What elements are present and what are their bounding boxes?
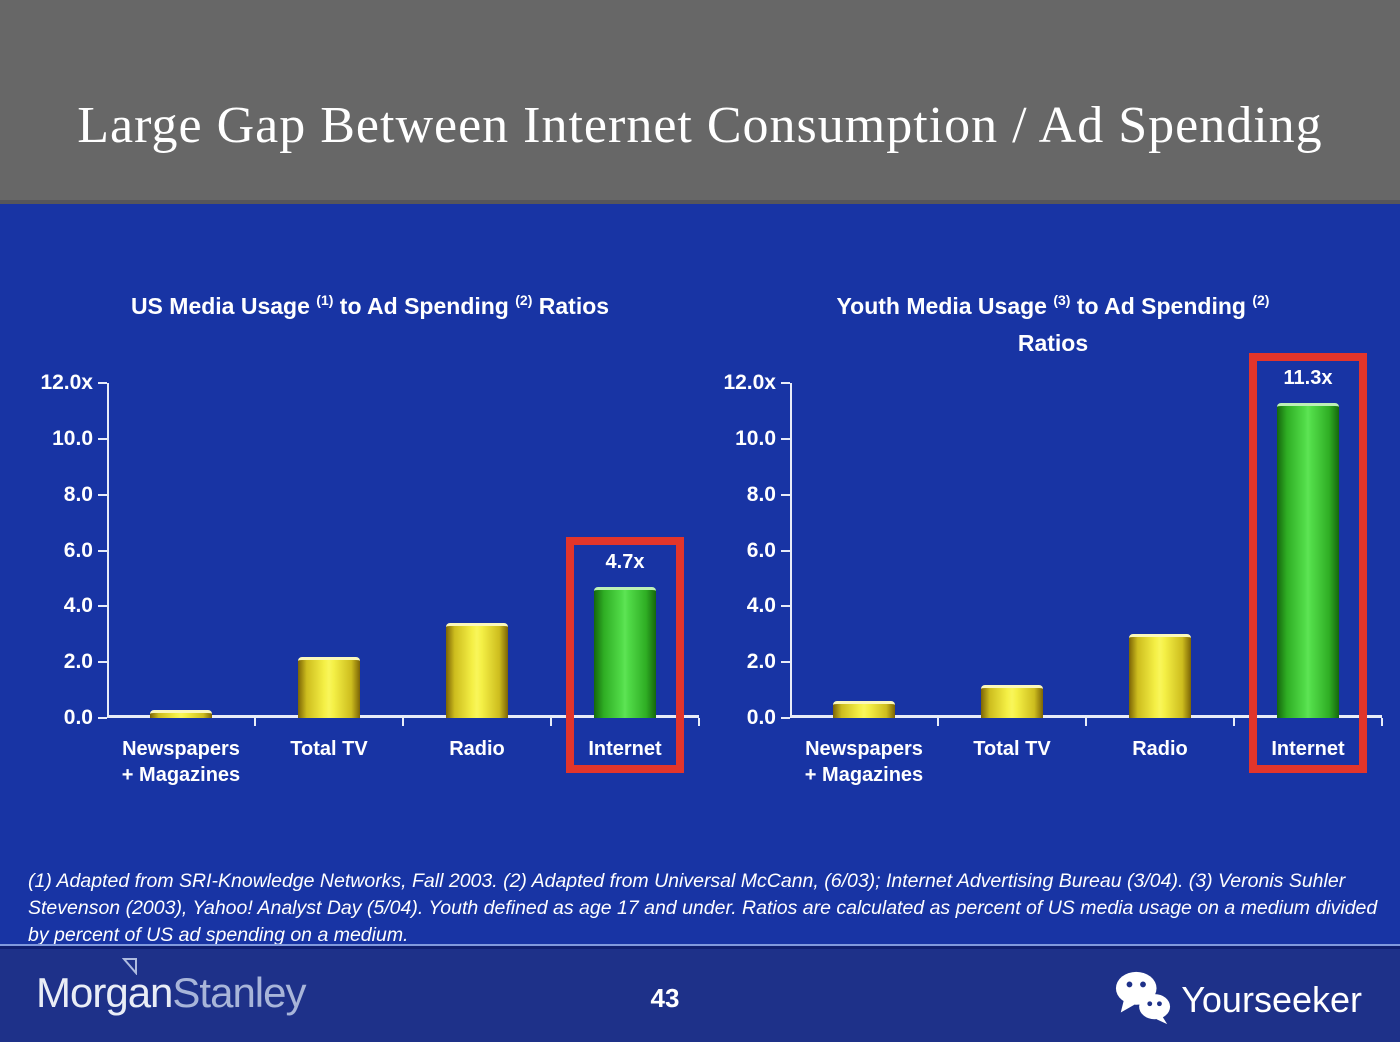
plot-area — [107, 383, 699, 718]
x-axis-tick — [550, 718, 552, 726]
triangle-flag-icon — [122, 958, 137, 975]
x-axis-tick — [1085, 718, 1087, 726]
x-axis-tick — [1233, 718, 1235, 726]
bar-internet — [1277, 402, 1339, 718]
chart-title: US Media Usage (1) to Ad Spending (2) Ra… — [40, 289, 700, 326]
chart-title-text: Youth Media Usage — [836, 293, 1054, 319]
slide-title: Large Gap Between Internet Consumption /… — [77, 97, 1323, 154]
y-axis-tick — [98, 661, 107, 664]
y-axis-tick — [781, 549, 790, 552]
footer-separator-line — [0, 944, 1400, 946]
y-axis-tick-label: 0.0 — [746, 706, 776, 729]
bar-value-label: 4.7x — [605, 550, 645, 573]
chart-title-superscript: (3) — [1053, 292, 1071, 308]
x-axis-label-newspapers: Newspapers + Magazines — [121, 738, 241, 786]
watermark-text: Yourseeker — [1181, 979, 1362, 1020]
x-axis-tick — [937, 718, 939, 726]
slide-header: Large Gap Between Internet Consumption /… — [0, 0, 1400, 204]
chart-title: Youth Media Usage (3) to Ad Spending (2)… — [723, 289, 1383, 360]
x-axis-label-newspapers: Newspapers + Magazines — [804, 738, 924, 786]
y-axis-tick — [781, 437, 790, 440]
bar-value-label: 11.3x — [1283, 366, 1333, 389]
y-axis-tick-label: 8.0 — [746, 482, 776, 506]
y-axis-tick-label: 6.0 — [746, 538, 776, 562]
highlight-box — [1249, 352, 1367, 773]
y-axis-tick-label: 10.0 — [735, 426, 776, 450]
y-axis-tick — [781, 382, 790, 384]
bar-newspapers — [833, 701, 895, 718]
bar-radio — [1129, 634, 1191, 718]
y-axis-tick-label: 2.0 — [63, 650, 93, 674]
footnote: (1) Adapted from SRI-Knowledge Networks,… — [28, 870, 1378, 946]
y-axis-tick — [98, 382, 107, 384]
y-axis-tick-label: 8.0 — [63, 482, 93, 506]
y-axis-tick — [98, 549, 107, 552]
x-axis-label-total-tv: Total TV — [973, 738, 1051, 760]
chart-title-superscript: (2) — [515, 292, 533, 308]
x-axis-tick — [1381, 718, 1383, 726]
y-axis-tick — [98, 605, 107, 608]
y-axis-tick — [781, 661, 790, 664]
x-axis-label-radio: Radio — [449, 738, 505, 760]
y-axis-tick — [98, 493, 107, 496]
y-axis-tick — [781, 493, 790, 496]
logo-stanley-text: Stanley — [172, 969, 306, 1016]
youth-media-usage-chart: Youth Media Usage (3) to Ad Spending (2)… — [723, 283, 1383, 858]
y-axis-tick-label: 4.0 — [63, 594, 93, 618]
x-axis-label-radio: Radio — [1132, 738, 1188, 760]
y-axis-tick — [781, 605, 790, 608]
y-axis-tick-label: 2.0 — [746, 650, 776, 674]
x-axis-label-internet: Internet — [588, 738, 662, 760]
y-axis-tick-label: 4.0 — [746, 594, 776, 618]
page-number: 43 — [650, 983, 680, 1013]
chart-title-text: to Ad Spending — [333, 293, 516, 319]
morgan-stanley-logo: MorganStanley — [36, 969, 307, 1017]
logo-morgan-text: Morgan — [36, 969, 173, 1016]
bar-newspapers — [150, 709, 212, 718]
y-axis-tick-label: 12.0x — [40, 371, 93, 394]
wechat-icon — [1115, 971, 1171, 1025]
y-axis-tick — [781, 717, 790, 719]
chart-title-line2: Ratios — [1017, 330, 1089, 356]
x-axis-tick — [254, 718, 256, 726]
bar-total-tv — [298, 656, 360, 718]
slide-footer: MorganStanley 43 Yourseeker — [0, 946, 1400, 1042]
chart-title-superscript: (1) — [316, 292, 334, 308]
x-axis-label-total-tv: Total TV — [290, 738, 368, 760]
y-axis-tick — [98, 437, 107, 440]
chart-title-text: to Ad Spending — [1070, 293, 1253, 319]
bar-radio — [446, 623, 508, 718]
x-axis-tick — [402, 718, 404, 726]
bar-internet — [594, 586, 656, 718]
y-axis-tick — [98, 717, 107, 719]
chart-title-superscript: (2) — [1252, 292, 1270, 308]
x-axis-label-internet: Internet — [1271, 738, 1345, 760]
y-axis-tick-label: 6.0 — [63, 538, 93, 562]
y-axis-tick-label: 10.0 — [52, 426, 93, 450]
us-media-usage-chart: US Media Usage (1) to Ad Spending (2) Ra… — [40, 283, 700, 858]
y-axis-tick-label: 12.0x — [723, 371, 776, 394]
plot-area — [790, 383, 1382, 718]
y-axis-tick-label: 0.0 — [63, 706, 93, 729]
highlight-box — [566, 536, 684, 773]
chart-title-text: Ratios — [532, 293, 610, 319]
x-axis-tick — [698, 718, 700, 726]
bar-total-tv — [981, 684, 1043, 718]
chart-title-text: US Media Usage — [130, 293, 317, 319]
